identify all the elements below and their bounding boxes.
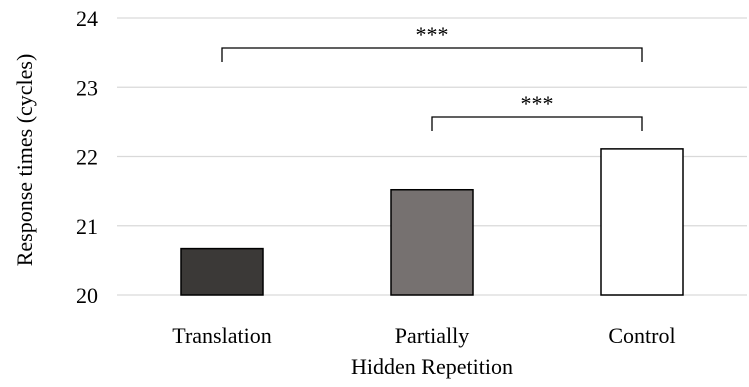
y-axis-title: Response times (cycles) [12,54,37,267]
significance-bracket [431,116,643,131]
significance-label: *** [521,91,554,116]
y-tick-labels: 20 21 22 23 24 [76,6,98,308]
category-label: Partially Hidden Repetition [351,323,513,379]
y-tick-label: 20 [76,283,98,308]
y-tick-label: 21 [76,214,98,239]
bar [390,188,474,296]
category-label: Control [608,323,675,348]
bar [600,148,684,296]
category-labels: Translation Partially Hidden Repetition Con… [172,323,675,379]
category-label: Translation [172,323,271,348]
bar [180,247,264,296]
y-tick-label: 23 [76,75,98,100]
y-tick-label: 24 [76,6,98,31]
bars [180,148,684,296]
significance-brackets: *** *** [221,22,643,131]
significance-label: *** [416,22,449,47]
y-tick-label: 22 [76,145,98,170]
significance-bracket [221,47,643,62]
